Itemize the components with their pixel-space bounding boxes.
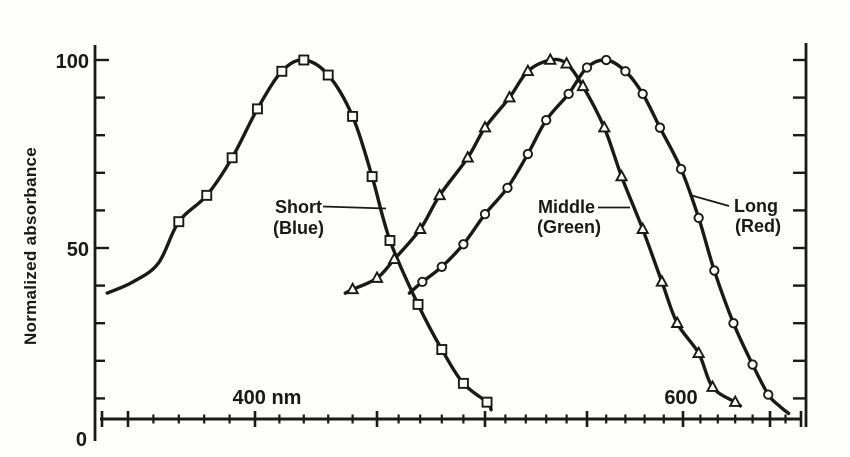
circle-marker-long-red: [637, 88, 648, 99]
circle-marker-long-red: [458, 239, 469, 250]
square-marker-short-blue: [436, 344, 448, 355]
square-marker-short-blue: [276, 65, 288, 77]
circle-marker-long-red: [581, 62, 593, 73]
square-marker-short-blue: [457, 377, 469, 389]
triangle-marker-middle-green: [614, 168, 629, 182]
circle-marker-long-red: [675, 163, 687, 175]
circle-marker-long-red: [620, 66, 631, 77]
circle-marker-long-red: [563, 88, 574, 99]
circle-marker-long-red: [522, 148, 533, 160]
circle-marker-long-red: [417, 276, 428, 287]
circle-marker-long-red: [541, 115, 552, 126]
square-marker-short-blue: [384, 235, 396, 246]
circle-marker-long-red: [502, 182, 513, 193]
circle-marker-long-red: [654, 122, 666, 133]
y-axis-label: Normalized absorbance: [21, 147, 40, 345]
triangle-marker-middle-green: [387, 251, 401, 265]
curve-middle-green: [343, 57, 743, 408]
x-tick-label-400nm: 400 nm: [233, 387, 302, 409]
x-tick-label-600: 600: [664, 387, 697, 409]
triangle-marker-middle-green: [461, 150, 475, 163]
triangle-marker-middle-green: [543, 52, 557, 65]
middle-label-green: (Green): [537, 217, 601, 237]
square-marker-short-blue: [322, 69, 334, 81]
square-marker-short-blue: [226, 152, 238, 164]
triangle-marker-middle-green: [478, 120, 492, 133]
triangle-marker-middle-green: [576, 78, 590, 92]
y-tick-label-0: 0: [76, 429, 87, 451]
long-label-red: (Red): [735, 216, 781, 236]
triangle-marker-middle-green: [432, 187, 447, 201]
curves-group: [105, 57, 791, 416]
annotation-pointers: [322, 194, 730, 210]
square-marker-short-blue: [412, 298, 424, 310]
circle-marker-long-red: [601, 54, 612, 66]
middle-label: Middle: [538, 197, 595, 217]
short-label: Short: [275, 197, 322, 217]
circle-marker-long-red: [709, 265, 720, 276]
circle-marker-long-red: [763, 389, 774, 400]
short-label-blue: (Blue): [273, 218, 324, 238]
square-marker-short-blue: [347, 110, 359, 122]
text-labels: Normalized absorbance 100 50 0 400 nm 60…: [21, 51, 781, 451]
triangle-marker-middle-green: [345, 281, 360, 295]
y-tick-label-100: 100: [56, 51, 89, 73]
square-marker-short-blue: [201, 189, 213, 201]
triangle-marker-middle-green: [705, 379, 720, 392]
triangle-marker-middle-green: [502, 90, 517, 103]
circle-marker-long-red: [479, 209, 491, 220]
triangle-marker-middle-green: [370, 270, 384, 283]
triangle-marker-middle-green: [413, 221, 427, 234]
square-marker-short-blue: [251, 103, 263, 115]
square-marker-short-blue: [298, 54, 310, 66]
triangle-marker-middle-green: [655, 274, 669, 287]
circle-marker-long-red: [693, 212, 704, 224]
square-marker-short-blue: [481, 396, 493, 408]
markers-group: [173, 52, 774, 408]
square-marker-short-blue: [366, 171, 378, 183]
triangle-marker-middle-green: [691, 345, 706, 359]
circle-marker-long-red: [436, 261, 447, 272]
circle-marker-long-red: [747, 359, 758, 370]
curve-long-red: [407, 58, 791, 416]
triangle-marker-middle-green: [728, 394, 742, 407]
long-red-pointer-line: [689, 194, 730, 207]
axes-group: [93, 43, 808, 441]
square-marker-short-blue: [173, 216, 185, 228]
long-label: Long: [734, 196, 778, 216]
triangle-marker-middle-green: [521, 63, 535, 77]
short-blue-pointer-line: [322, 205, 387, 210]
y-tick-label-50: 50: [67, 239, 89, 261]
triangle-marker-middle-green: [597, 120, 611, 133]
triangle-marker-middle-green: [670, 315, 684, 328]
circle-marker-long-red: [728, 318, 739, 329]
triangle-marker-middle-green: [559, 56, 574, 69]
triangle-marker-middle-green: [635, 221, 650, 234]
